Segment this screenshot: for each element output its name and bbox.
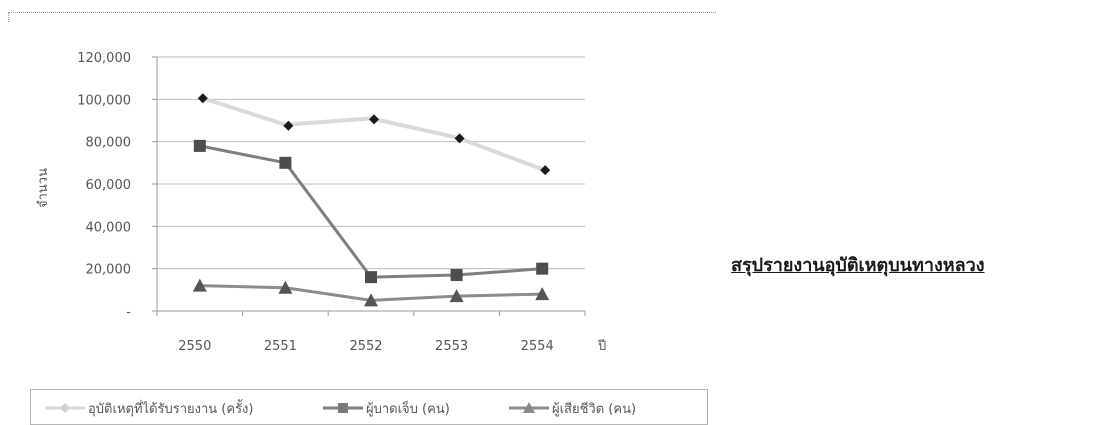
legend-label-accidents: อุบัติเหตุที่ได้รับรายงาน (ครั้ง) [88,401,254,417]
legend-swatch-accidents [45,403,85,413]
chart-frame-border [8,12,716,13]
series-0 [197,93,551,176]
legend-item-injured: ผู้บาดเจ็บ (คน) [323,399,450,417]
data-point-1-2551 [279,156,292,169]
data-point-2-2553 [449,289,464,303]
chart-frame-corner [8,12,9,22]
x-tick-labels: 2550 2551 2552 2553 2554 [178,339,553,354]
data-point-0-2553 [454,133,465,144]
x-tick-label-2551: 2551 [264,339,297,354]
x-axis-title: ปี [597,338,606,354]
y-tick-label-0: - [126,305,131,320]
legend-swatch-deaths [509,402,549,413]
y-tick-label-20000: 20,000 [86,263,132,278]
series-2 [192,278,550,307]
series-line-0 [199,95,543,172]
data-point-0-2552 [369,114,379,125]
data-point-1-2552 [365,271,377,284]
data-point-2-2550 [192,278,207,292]
data-point-2-2552 [364,293,378,307]
y-tick-labels: - 20,000 40,000 60,000 80,000 100,000 120,000 [77,51,131,320]
data-series [192,93,551,307]
data-point-0-2551 [283,120,294,131]
legend-label-injured: ผู้บาดเจ็บ (คน) [366,401,450,417]
y-axis-title: จำนวน [36,168,51,208]
legend-item-accidents: อุบัติเหตุที่ได้รับรายงาน (ครั้ง) [45,399,253,417]
axes [152,56,586,316]
data-point-1-2550 [193,139,206,152]
gridlines [157,56,585,270]
x-tick-label-2550: 2550 [178,339,211,354]
report-heading: สรุปรายงานอุบัติเหตุบนทางหลวง [731,255,985,276]
y-tick-label-60000: 60,000 [86,178,132,193]
y-tick-label-100000: 100,000 [77,93,131,108]
line-chart: -20,00040,00060,00080,000100,000120,000 … [36,51,606,354]
x-tick-label-2553: 2553 [435,339,468,354]
x-tick-label-2552: 2552 [349,339,382,354]
legend-label-deaths: ผู้เสียชีวิต (คน) [552,401,637,417]
data-point-2-2551 [278,280,293,294]
data-point-0-2550 [197,93,208,104]
y-tick-label-120000: 120,000 [77,51,131,66]
series-1 [193,139,549,284]
x-tick-label-2554: 2554 [521,339,554,354]
data-point-2-2554 [535,287,550,301]
series-line-1 [199,144,543,279]
y-tick-label-40000: 40,000 [86,220,132,235]
chart-legend: อุบัติเหตุที่ได้รับรายงาน (ครั้ง) ผู้บาด… [30,389,708,425]
legend-item-deaths: ผู้เสียชีวิต (คน) [509,399,636,417]
legend-swatch-injured [323,403,363,413]
data-point-0-2554 [540,165,551,176]
data-point-1-2553 [450,269,463,282]
data-point-1-2554 [536,262,549,275]
y-tick-label-80000: 80,000 [86,136,132,151]
